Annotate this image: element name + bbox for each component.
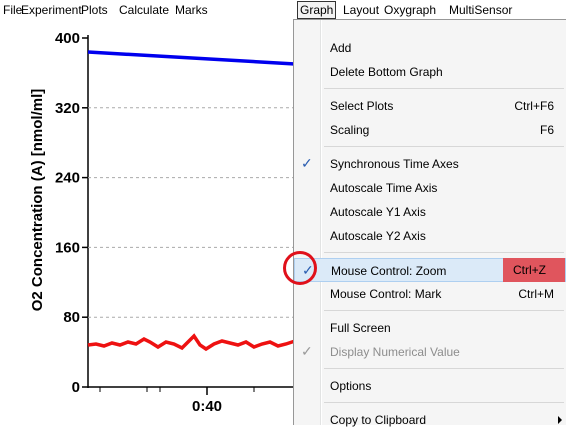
menu-item[interactable]: Delete Bottom Graph [294,60,566,84]
annotation-circle [283,251,317,285]
menu-item-label: Autoscale Y1 Axis [330,205,426,219]
y-tick-label: 320 [55,100,80,117]
menu-separator [324,88,564,89]
menu-item-label: Synchronous Time Axes [330,157,459,171]
check-mark: ✓ [301,155,313,171]
menu-item-shortcut: Ctrl+M [518,287,554,301]
menubar-item[interactable]: Marks [175,3,208,17]
menu-item[interactable]: Scaling F6 [294,118,566,142]
menu-item[interactable]: Autoscale Time Axis [294,176,566,200]
menu-item-label: Scaling [330,123,370,137]
menu-item-label: Autoscale Time Axis [330,181,438,195]
menu-item-label: Mouse Control: Zoom [331,264,447,278]
y-tick-label: 240 [55,170,80,187]
blue-trace [87,50,296,66]
menu-separator [324,368,564,369]
menubar-item[interactable]: Plots [81,3,108,17]
menu-item[interactable]: Mouse Control: Mark Ctrl+M [294,282,566,306]
y-tick-label: 0 [72,379,80,396]
menubar-item[interactable]: Graph [297,1,337,19]
x-tick-label: 0:40 [192,398,222,415]
menu-item-label: Add [330,41,352,55]
submenu-arrow [558,416,562,424]
menu-item[interactable]: Autoscale Y1 Axis [294,200,566,224]
menubar-item[interactable]: Oxygraph [384,3,437,17]
menu-separator [324,146,564,147]
menu-separator [324,252,564,253]
menu-item-shortcut: Ctrl+F6 [514,99,554,113]
y-tick-label: 160 [55,239,80,256]
y-tick-label: 80 [63,309,80,326]
y-tick-label: 400 [55,30,80,47]
menu-item-label: Select Plots [330,99,394,113]
menu-gutter [320,20,322,425]
menubar-item[interactable]: MultiSensor [449,3,513,17]
menubar-item[interactable]: Layout [343,3,380,17]
menubar: File Experiment Plots Calculate Marks Graph La… [0,0,566,20]
menu-item: Display Numerical Value ✓ [294,340,566,364]
menu-separator [324,402,564,403]
menu-item[interactable]: Full Screen [294,316,566,340]
menu-item[interactable]: Mouse Control: Zoom Ctrl+Z ✓ [294,258,566,282]
menubar-item[interactable]: Experiment [21,3,82,17]
menu-item-label: Display Numerical Value [330,345,460,359]
menu-item-label: Delete Bottom Graph [330,65,443,79]
menu-item-label: Mouse Control: Mark [330,287,442,301]
menu-item-shortcut: Ctrl+Z [503,258,565,282]
menu-item[interactable]: Select Plots Ctrl+F6 [294,94,566,118]
menu-item[interactable]: Autoscale Y2 Axis [294,224,566,248]
menubar-item[interactable]: File [3,3,23,17]
menu-item[interactable]: Copy to Clipboard [294,408,566,432]
red-trace [87,333,296,352]
menu-item-shortcut: F6 [539,123,554,137]
menubar-item[interactable]: Calculate [119,3,170,17]
y-axis-label: O2 Concentration (A) [nmol/ml] [29,89,46,312]
check-mark: ✓ [301,343,313,359]
menu-item[interactable]: Options [294,374,566,398]
graph-menu: Add Delete Bottom Graph Select Plots Ctrl+F… [293,19,566,427]
menu-item-label: Copy to Clipboard [330,413,427,427]
menu-item-label: Options [330,379,372,393]
menu-separator [324,310,564,311]
menu-item-label: Full Screen [330,321,391,335]
menu-item[interactable]: Synchronous Time Axes ✓ [294,152,566,176]
chart: O2 Concentration (A) [nmol/ml] 0 80 160 240… [29,30,300,415]
menu-item[interactable]: Add [294,36,566,60]
menu-item-label: Autoscale Y2 Axis [330,229,426,243]
